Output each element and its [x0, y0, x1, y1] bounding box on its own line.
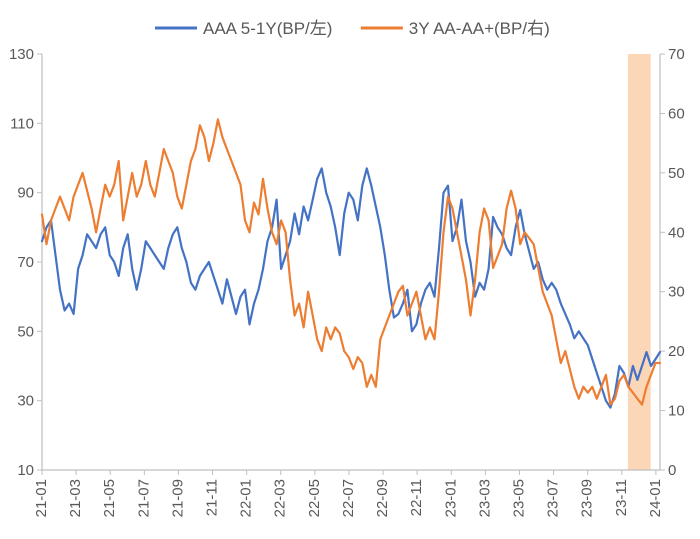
right-tick-label: 60 — [668, 105, 685, 122]
right-tick-label: 30 — [668, 284, 685, 301]
right-tick-label: 0 — [668, 462, 676, 479]
x-tick-label: 24-01 — [647, 479, 664, 517]
x-tick-label: 23-03 — [476, 479, 493, 517]
left-tick-label: 70 — [17, 254, 34, 271]
legend-label: 3Y AA-AA+(BP/右) — [409, 19, 550, 38]
x-tick-label: 22-07 — [340, 479, 357, 517]
x-tick-label: 22-09 — [374, 479, 391, 517]
x-tick-label: 23-01 — [442, 479, 459, 517]
right-tick-label: 40 — [668, 224, 685, 241]
x-tick-label: 21-05 — [101, 479, 118, 517]
right-tick-label: 70 — [668, 46, 685, 63]
x-tick-label: 21-09 — [169, 479, 186, 517]
x-tick-label: 22-03 — [272, 479, 289, 517]
x-tick-label: 23-05 — [510, 479, 527, 517]
x-tick-label: 21-03 — [67, 479, 84, 517]
left-tick-label: 130 — [9, 46, 34, 63]
chart-svg: 10 30 50 70 90 110 130 0 10 20 30 40 50 60 70 21-01 21-0… — [0, 0, 700, 539]
x-tick-label: 22-05 — [306, 479, 323, 517]
x-tick-label: 21-11 — [204, 479, 221, 516]
left-tick-label: 10 — [17, 462, 34, 479]
x-tick-label: 22-11 — [408, 479, 425, 516]
right-tick-label: 50 — [668, 165, 685, 182]
left-tick-label: 50 — [17, 323, 34, 340]
legend-label: AAA 5-1Y(BP/左) — [203, 19, 332, 38]
right-tick-label: 20 — [668, 343, 685, 360]
x-tick-label: 22-01 — [238, 479, 255, 517]
left-tick-label: 110 — [10, 115, 34, 132]
right-tick-label: 10 — [668, 403, 685, 420]
x-tick-label: 21-07 — [135, 479, 152, 517]
x-tick-label: 23-07 — [545, 479, 562, 517]
x-tick-label: 21-01 — [33, 479, 50, 517]
x-tick-label: 23-09 — [579, 479, 596, 517]
left-tick-label: 90 — [17, 185, 34, 202]
highlight-band — [628, 54, 651, 470]
chart-container: 10 30 50 70 90 110 130 0 10 20 30 40 50 60 70 21-01 21-0… — [0, 0, 700, 539]
x-tick-label: 23-11 — [613, 479, 630, 516]
left-tick-label: 30 — [17, 393, 34, 410]
